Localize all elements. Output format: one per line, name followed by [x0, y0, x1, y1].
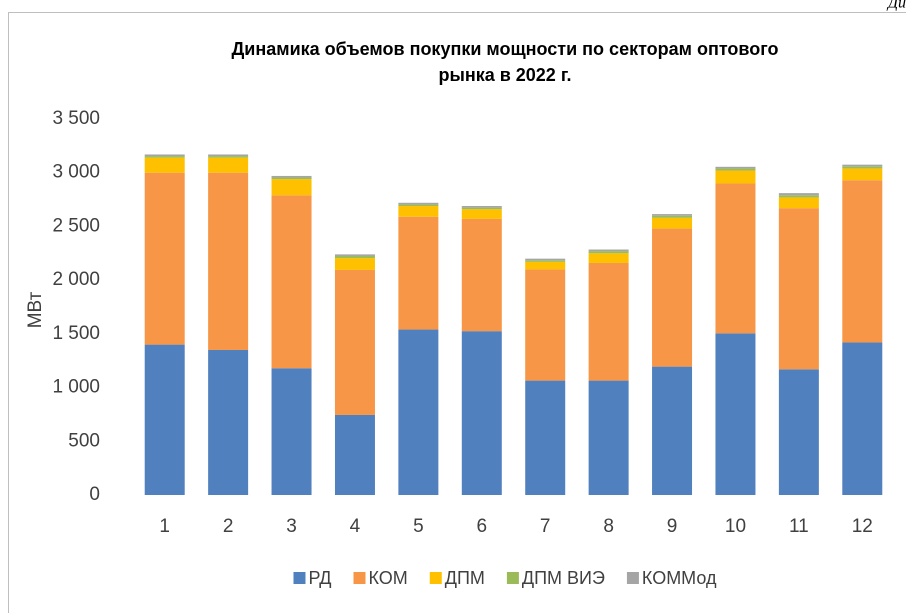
- legend-swatch: [429, 572, 442, 584]
- y-tick-label: 2 000: [52, 269, 100, 290]
- bar-segment: [525, 258, 566, 261]
- bar-segment: [842, 166, 883, 169]
- chart-title: рынка в 2022 г.: [438, 65, 571, 85]
- bar-segment: [398, 329, 439, 495]
- bar-segment: [778, 193, 819, 196]
- bar-segment: [461, 206, 502, 208]
- x-tick-label: 6: [477, 516, 488, 537]
- y-axis-label: МВт: [25, 291, 46, 328]
- bar-segment: [144, 172, 185, 345]
- bar-segment: [144, 156, 185, 158]
- legend-swatch: [293, 572, 306, 584]
- bar-segment: [525, 260, 566, 262]
- bar-segment: [461, 209, 502, 219]
- bar-segment: [652, 228, 693, 367]
- bar-segment: [271, 177, 312, 180]
- bar-segment: [778, 197, 819, 209]
- bar-segment: [461, 218, 502, 332]
- x-tick-label: 5: [413, 516, 424, 537]
- bar-segment: [778, 208, 819, 370]
- legend-label: КОМ: [368, 568, 407, 588]
- bar-segment: [588, 249, 629, 252]
- y-tick-label: 3 000: [52, 162, 100, 183]
- bar-segment: [208, 156, 249, 158]
- bar-segment: [778, 195, 819, 198]
- bar-segment: [144, 157, 185, 173]
- x-tick-label: 7: [540, 516, 551, 537]
- y-tick-label: 2 500: [52, 215, 100, 236]
- x-tick-label: 10: [725, 516, 746, 537]
- bar-segment: [842, 180, 883, 343]
- bar-segment: [334, 414, 375, 495]
- bar-segment: [208, 172, 249, 350]
- bar-segment: [652, 366, 693, 495]
- bar-segment: [334, 269, 375, 415]
- bar-segment: [842, 164, 883, 167]
- x-tick-label: 4: [350, 516, 361, 537]
- bar-segment: [652, 214, 693, 216]
- y-tick-label: 3 500: [52, 108, 100, 129]
- bar-segment: [398, 204, 439, 207]
- legend-swatch: [353, 572, 366, 584]
- bar-segment: [208, 154, 249, 157]
- bar-segment: [334, 255, 375, 259]
- bar-segment: [208, 157, 249, 173]
- bar-segment: [525, 261, 566, 270]
- bar-segment: [271, 175, 312, 178]
- chart-border: [8, 12, 906, 613]
- bar-segment: [144, 344, 185, 495]
- bar-segment: [144, 154, 185, 157]
- legend-label: РД: [308, 568, 331, 588]
- bar-segment: [588, 253, 629, 263]
- y-tick-label: 500: [68, 430, 100, 451]
- bar-segment: [652, 215, 693, 218]
- y-tick-label: 0: [89, 484, 100, 505]
- bar-segment: [588, 251, 629, 254]
- bar-segment: [525, 269, 566, 381]
- bar-segment: [461, 207, 502, 210]
- y-tick-label: 1 000: [52, 377, 100, 398]
- bar-segment: [588, 380, 629, 495]
- bar-segment: [525, 380, 566, 495]
- bar-segment: [715, 333, 756, 495]
- bar-segment: [652, 217, 693, 229]
- x-tick-label: 11: [789, 516, 809, 537]
- bar-segment: [715, 168, 756, 171]
- legend-swatch: [506, 572, 519, 584]
- x-tick-label: 1: [159, 516, 170, 537]
- legend-swatch: [626, 572, 639, 584]
- x-tick-label: 3: [286, 516, 297, 537]
- bar-segment: [271, 368, 312, 495]
- bar-segment: [778, 369, 819, 495]
- bar-segment: [842, 342, 883, 495]
- bar-segment: [588, 262, 629, 381]
- bar-segment: [271, 195, 312, 369]
- x-tick-label: 2: [223, 516, 234, 537]
- y-tick-label: 1 500: [52, 323, 100, 344]
- bar-segment: [334, 258, 375, 270]
- bar-segment: [398, 216, 439, 330]
- page-note: Ди: [886, 0, 906, 12]
- bar-segment: [842, 168, 883, 181]
- x-tick-label: 9: [667, 516, 678, 537]
- bar-segment: [715, 166, 756, 169]
- bar-segment: [208, 349, 249, 495]
- x-tick-label: 12: [852, 516, 873, 537]
- bar-segment: [398, 206, 439, 217]
- bar-segment: [398, 202, 439, 205]
- bar-segment: [271, 179, 312, 196]
- bar-segment: [461, 331, 502, 495]
- x-tick-label: 8: [603, 516, 614, 537]
- legend-label: КОММод: [642, 568, 717, 588]
- bar-segment: [715, 170, 756, 184]
- bar-segment: [334, 254, 375, 256]
- legend-label: ДПМ ВИЭ: [522, 568, 605, 588]
- chart-title: Динамика объемов покупки мощности по сек…: [231, 39, 778, 59]
- legend-label: ДПМ: [445, 568, 485, 588]
- bar-segment: [715, 183, 756, 334]
